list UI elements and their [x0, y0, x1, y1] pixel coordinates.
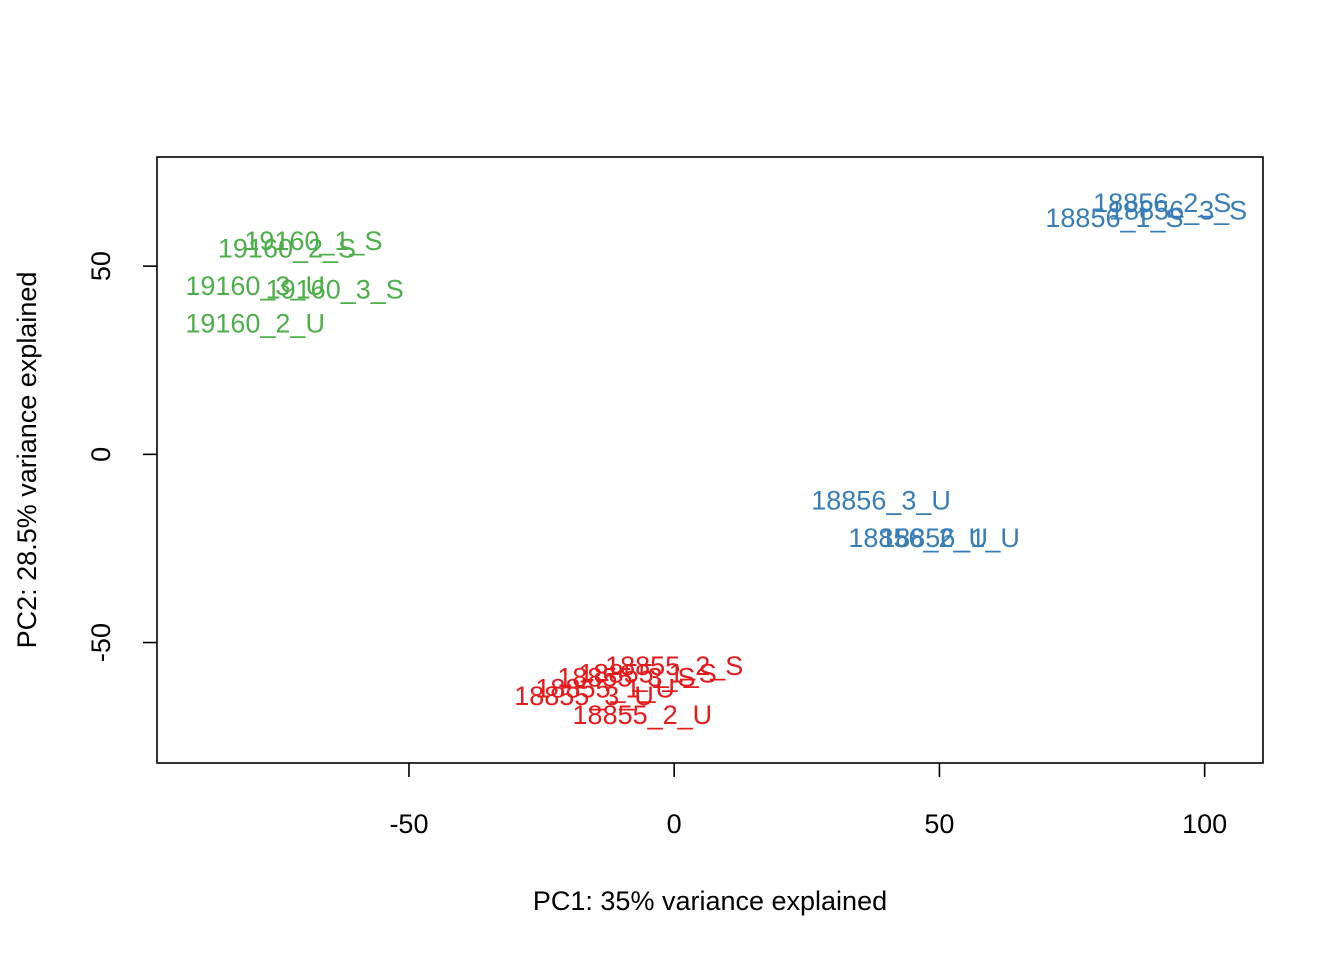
point-label-18855_3_U: 18855_3_U [514, 681, 654, 711]
point-label-18856_3_S: 18856_3_S [1109, 196, 1247, 226]
plot-frame [156, 156, 1264, 764]
y-axis-title: PC2: 28.5% variance explained [12, 272, 42, 649]
point-label-18855_1_S: 18855_1_S [579, 659, 717, 689]
x-axis: -50 0 50 100 [389, 763, 1227, 839]
point-label-18856_1_U: 18856_1_U [880, 523, 1020, 553]
point-label-18856_1_S: 18856_1_S [1045, 203, 1183, 233]
point-label-18855_3_S: 18855_3_S [557, 662, 695, 692]
point-label-19160_2_U: 19160_2_U [185, 309, 325, 339]
point-label-19160_1_S: 19160_1_S [244, 226, 382, 256]
point-label-18856_2_S: 18856_2_S [1093, 188, 1231, 218]
y-axis: -50 0 50 [86, 251, 157, 662]
x-tick-label: -50 [389, 809, 428, 839]
x-tick-label: 100 [1182, 809, 1227, 839]
point-label-18856_3_U: 18856_3_U [811, 486, 951, 516]
y-tick-label: 0 [86, 447, 116, 462]
point-label-19160_2_S: 19160_2_S [218, 233, 356, 263]
point-label-18855_2_S: 18855_2_S [605, 651, 743, 681]
point-label-19160_3_U: 19160_3_U [185, 271, 325, 301]
x-tick-label: 50 [924, 809, 954, 839]
point-label-18856_2_U: 18856_2_U [848, 523, 988, 553]
point-label-18855_2_U: 18855_2_U [573, 700, 713, 730]
point-label-18855_1_U: 18855_1_U [535, 674, 675, 704]
x-axis-title: PC1: 35% variance explained [533, 886, 887, 916]
point-label-19160_3_S: 19160_3_S [266, 275, 404, 305]
y-tick-label: -50 [86, 623, 116, 662]
y-tick-label: 50 [86, 251, 116, 281]
x-tick-label: 0 [667, 809, 682, 839]
